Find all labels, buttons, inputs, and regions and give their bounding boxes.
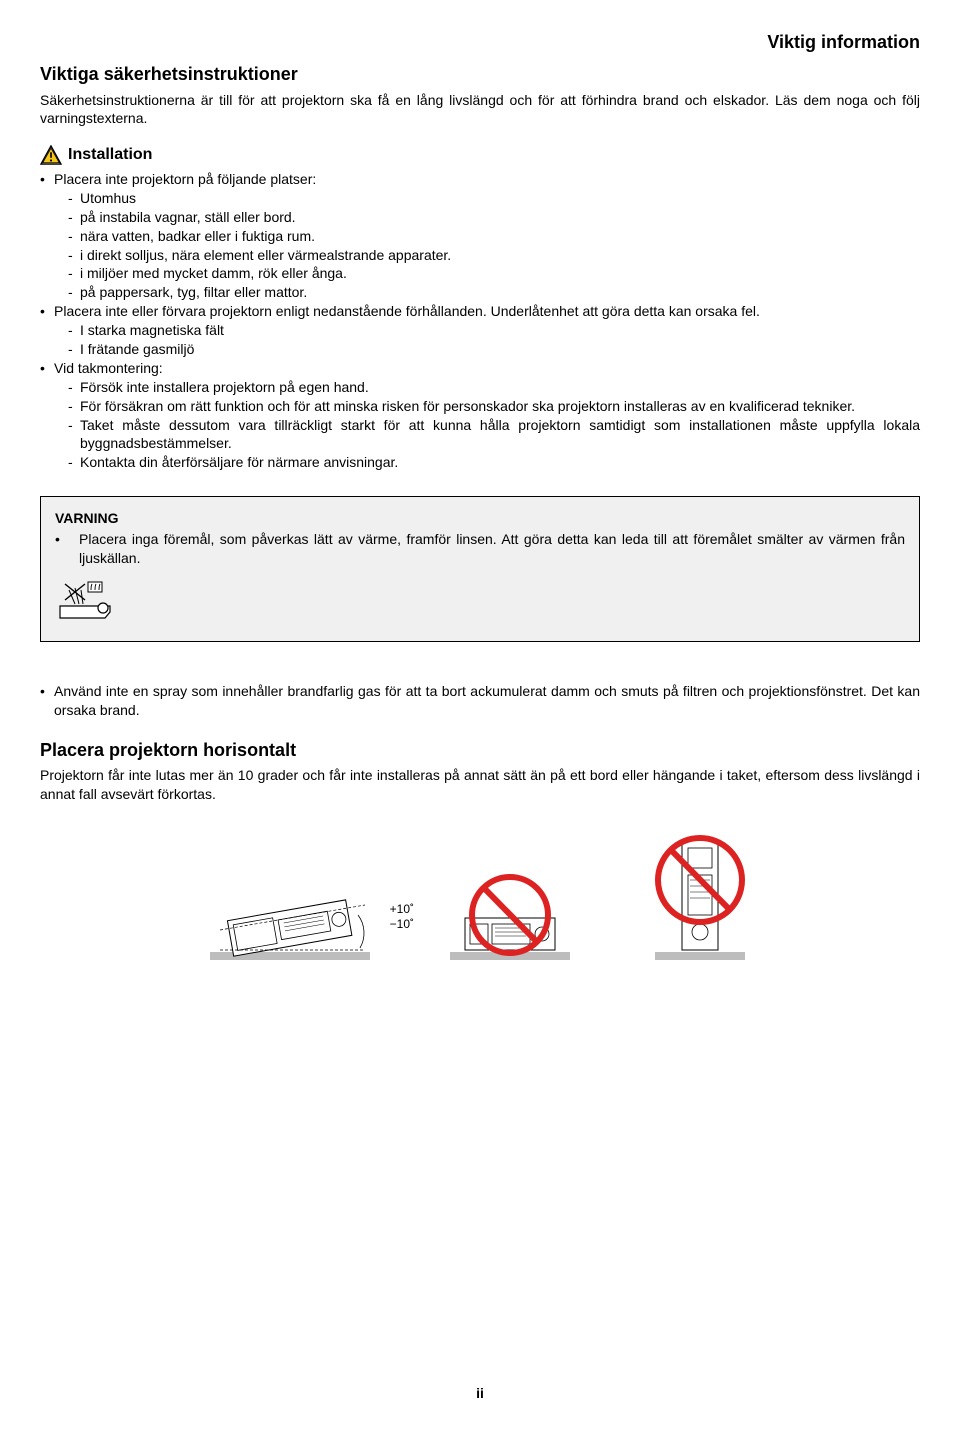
angle-minus: −10˚ — [390, 917, 414, 933]
page-number: ii — [40, 1384, 920, 1403]
dash-list-2: I starka magnetiska fält I frätande gasm… — [54, 321, 920, 359]
dash-item: på instabila vagnar, ställ eller bord. — [68, 208, 920, 227]
diagrams-row: +10˚ −10˚ — [40, 820, 920, 970]
dash-item: I frätande gasmiljö — [68, 340, 920, 359]
warning-box-list: Placera inga föremål, som påverkas lätt … — [55, 530, 905, 568]
dash-list-3: Försök inte installera projektorn på ege… — [54, 378, 920, 472]
angle-plus: +10˚ — [390, 902, 414, 918]
bullet-text: Placera inte projektorn på följande plat… — [54, 171, 316, 187]
spray-item: Använd inte en spray som innehåller bran… — [40, 682, 920, 720]
header-right: Viktig information — [40, 30, 920, 54]
lens-heat-icon — [55, 576, 125, 624]
bullet-text: Placera inte eller förvara projektorn en… — [54, 303, 760, 319]
diagram-side-prohibited — [440, 860, 580, 970]
installation-label: Installation — [68, 144, 152, 166]
dash-item: Utomhus — [68, 189, 920, 208]
dash-item: i direkt solljus, nära element eller vär… — [68, 246, 920, 265]
dash-item: Försök inte installera projektorn på ege… — [68, 378, 920, 397]
dash-item: på pappersark, tyg, filtar eller mattor. — [68, 283, 920, 302]
section-title-safety: Viktiga säkerhetsinstruktioner — [40, 62, 920, 86]
installation-list: Placera inte projektorn på följande plat… — [40, 170, 920, 472]
horizontal-title: Placera projektorn horisontalt — [40, 738, 920, 762]
list-item: Placera inte eller förvara projektorn en… — [40, 302, 920, 359]
horizontal-text: Projektorn får inte lutas mer än 10 grad… — [40, 766, 920, 804]
warning-triangle-icon — [40, 145, 62, 165]
dash-item: För försäkran om rätt funktion och för a… — [68, 397, 920, 416]
angle-labels: +10˚ −10˚ — [390, 902, 414, 933]
warning-box-item: Placera inga föremål, som påverkas lätt … — [55, 530, 905, 568]
bullet-text: Vid takmontering: — [54, 360, 163, 376]
dash-item: I starka magnetiska fält — [68, 321, 920, 340]
list-item: Placera inte projektorn på följande plat… — [40, 170, 920, 302]
dash-item: Kontakta din återförsäljare för närmare … — [68, 453, 920, 472]
projector-side-no-icon — [440, 860, 580, 970]
diagram-tilt: +10˚ −10˚ — [200, 860, 380, 970]
warning-box: VARNING Placera inga föremål, som påverk… — [40, 496, 920, 642]
installation-heading: Installation — [40, 144, 920, 166]
spray-list: Använd inte en spray som innehåller bran… — [40, 682, 920, 720]
intro-text: Säkerhetsinstruktionerna är till för att… — [40, 91, 920, 129]
dash-list-1: Utomhus på instabila vagnar, ställ eller… — [54, 189, 920, 302]
list-item: Vid takmontering: Försök inte installera… — [40, 359, 920, 472]
projector-vertical-no-icon — [640, 820, 760, 970]
diagram-vertical-prohibited — [640, 820, 760, 970]
projector-tilt-icon — [200, 860, 380, 970]
dash-item: i miljöer med mycket damm, rök eller ång… — [68, 264, 920, 283]
warning-box-title: VARNING — [55, 509, 905, 528]
dash-item: Taket måste dessutom vara tillräckligt s… — [68, 416, 920, 454]
dash-item: nära vatten, badkar eller i fuktiga rum. — [68, 227, 920, 246]
